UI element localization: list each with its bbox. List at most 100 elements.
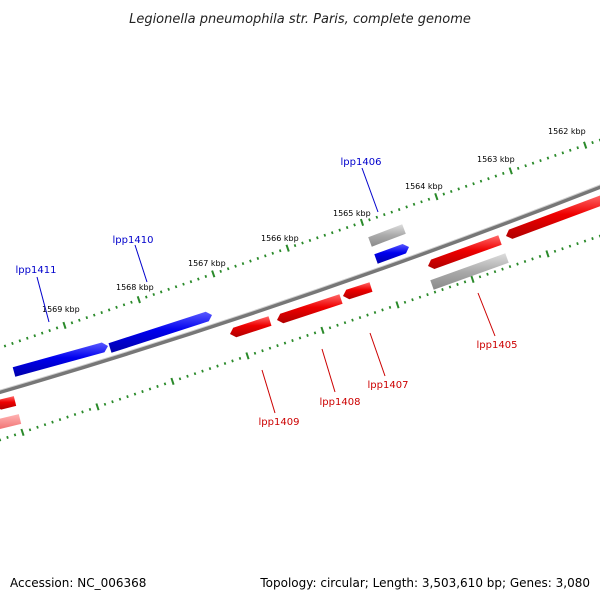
- gene-lpp1409: [230, 316, 272, 338]
- outer-tick-minor: [323, 233, 327, 237]
- inner-tick-minor: [118, 397, 122, 401]
- inner-tick-minor: [403, 300, 407, 304]
- outer-tick-minor: [524, 164, 527, 168]
- outer-tick-minor: [167, 287, 170, 291]
- inner-tick-minor: [126, 395, 129, 399]
- outer-tick-minor: [115, 305, 118, 309]
- inner-tick-minor: [6, 435, 9, 439]
- outer-tick-minor: [3, 344, 7, 348]
- inner-tick-minor: [561, 247, 564, 251]
- outer-tick-minor: [26, 336, 29, 340]
- inner-tick-major: [245, 352, 250, 360]
- outer-tick-minor: [338, 228, 341, 232]
- outer-tick-minor: [383, 213, 386, 217]
- gene-labels: lpp1411 lpp1410 lpp1406 lpp1409 lpp1408 …: [16, 157, 518, 428]
- inner-tick-major: [320, 326, 325, 335]
- inner-tick-minor: [553, 249, 557, 253]
- scale-label-1565: 1565 kbp: [333, 209, 371, 218]
- outer-tick-minor: [55, 326, 59, 330]
- inner-tick-minor: [426, 293, 429, 297]
- inner-tick-minor: [493, 270, 497, 274]
- inner-tick-minor: [441, 288, 444, 292]
- outer-tick-minor: [308, 238, 312, 243]
- outer-tick-major: [62, 321, 67, 330]
- accession-text: Accession: NC_006368: [10, 576, 146, 590]
- inner-tick-minor: [283, 341, 287, 345]
- label-line-lpp1405: [477, 292, 496, 337]
- outer-tick-major: [434, 192, 439, 201]
- outer-tick-minor: [412, 202, 416, 206]
- inner-tick-minor: [351, 318, 354, 322]
- inner-tick-major: [395, 301, 400, 309]
- outer-tick-minor: [464, 184, 468, 188]
- outer-tick-minor: [368, 218, 371, 222]
- inner-tick-minor: [253, 351, 257, 355]
- outer-tick-minor: [130, 300, 133, 304]
- outer-tick-minor: [204, 274, 208, 278]
- scale-label-1566: 1566 kbp: [261, 234, 299, 243]
- gene-lpp1410: [108, 311, 212, 353]
- inner-tick-minor: [343, 321, 347, 325]
- label-line-lpp1406: [361, 167, 379, 213]
- outer-tick-minor: [11, 341, 14, 346]
- inner-tick-minor: [583, 239, 587, 243]
- outer-tick-minor: [159, 290, 163, 294]
- inner-tick-minor: [36, 425, 39, 429]
- outer-tick-minor: [241, 262, 245, 266]
- inner-tick-minor: [223, 362, 227, 365]
- inner-tick-minor: [28, 428, 32, 432]
- inner-tick-minor: [88, 407, 92, 411]
- inner-tick-minor: [463, 280, 467, 284]
- genome-summary-text: Topology: circular; Length: 3,503,610 bp…: [259, 576, 590, 590]
- outer-tick-minor: [516, 166, 520, 170]
- outer-tick-minor: [405, 205, 408, 209]
- scale-label-1564: 1564 kbp: [405, 182, 443, 191]
- outer-tick-minor: [568, 148, 572, 152]
- outer-tick-minor: [420, 200, 423, 204]
- outer-tick-minor: [182, 282, 185, 286]
- inner-tick-minor: [501, 267, 504, 271]
- outer-tick-minor: [576, 146, 579, 150]
- outer-tick-major: [136, 295, 141, 304]
- genome-backbone: [0, 184, 600, 395]
- scale-label-1569: 1569 kbp: [42, 305, 80, 314]
- inner-tick-minor: [576, 242, 579, 246]
- gene-lpp1405-a: [428, 235, 502, 269]
- inner-tick-minor: [366, 313, 369, 317]
- outer-tick-minor: [397, 208, 401, 212]
- scale-label-1563: 1563 kbp: [477, 155, 515, 164]
- outer-tick-minor: [264, 254, 267, 258]
- gene-lpp1408: [277, 294, 343, 324]
- inner-tick-minor: [381, 308, 384, 312]
- outer-tick-minor: [100, 311, 103, 315]
- scale-label-1568: 1568 kbp: [116, 283, 154, 292]
- outer-tick-minor: [353, 223, 356, 227]
- inner-tick-minor: [388, 305, 392, 309]
- inner-scale-ticks: [0, 234, 600, 442]
- gene-label-lines: [36, 167, 496, 414]
- inner-tick-major: [20, 428, 25, 437]
- inner-tick-minor: [291, 339, 294, 343]
- gene-label-lpp1409: lpp1409: [259, 417, 300, 428]
- outer-tick-minor: [561, 151, 565, 155]
- outer-tick-minor: [390, 210, 394, 214]
- outer-tick-minor: [152, 292, 156, 297]
- outer-tick-minor: [442, 192, 446, 196]
- outer-tick-minor: [546, 156, 550, 160]
- inner-tick-minor: [448, 285, 452, 289]
- outer-tick-minor: [531, 161, 535, 165]
- label-line-lpp1411: [36, 276, 50, 323]
- gene-label-lpp1411: lpp1411: [16, 265, 57, 276]
- inner-tick-minor: [531, 257, 534, 261]
- inner-tick-major: [95, 403, 100, 411]
- outer-tick-minor: [197, 277, 200, 281]
- label-line-lpp1407: [369, 332, 386, 377]
- inner-tick-minor: [231, 359, 234, 363]
- inner-tick-minor: [201, 369, 204, 373]
- outer-tick-minor: [234, 264, 237, 268]
- inner-tick-minor: [411, 298, 414, 302]
- inner-tick-minor: [186, 374, 189, 378]
- inner-tick-minor: [13, 433, 17, 437]
- outer-tick-minor: [174, 285, 178, 289]
